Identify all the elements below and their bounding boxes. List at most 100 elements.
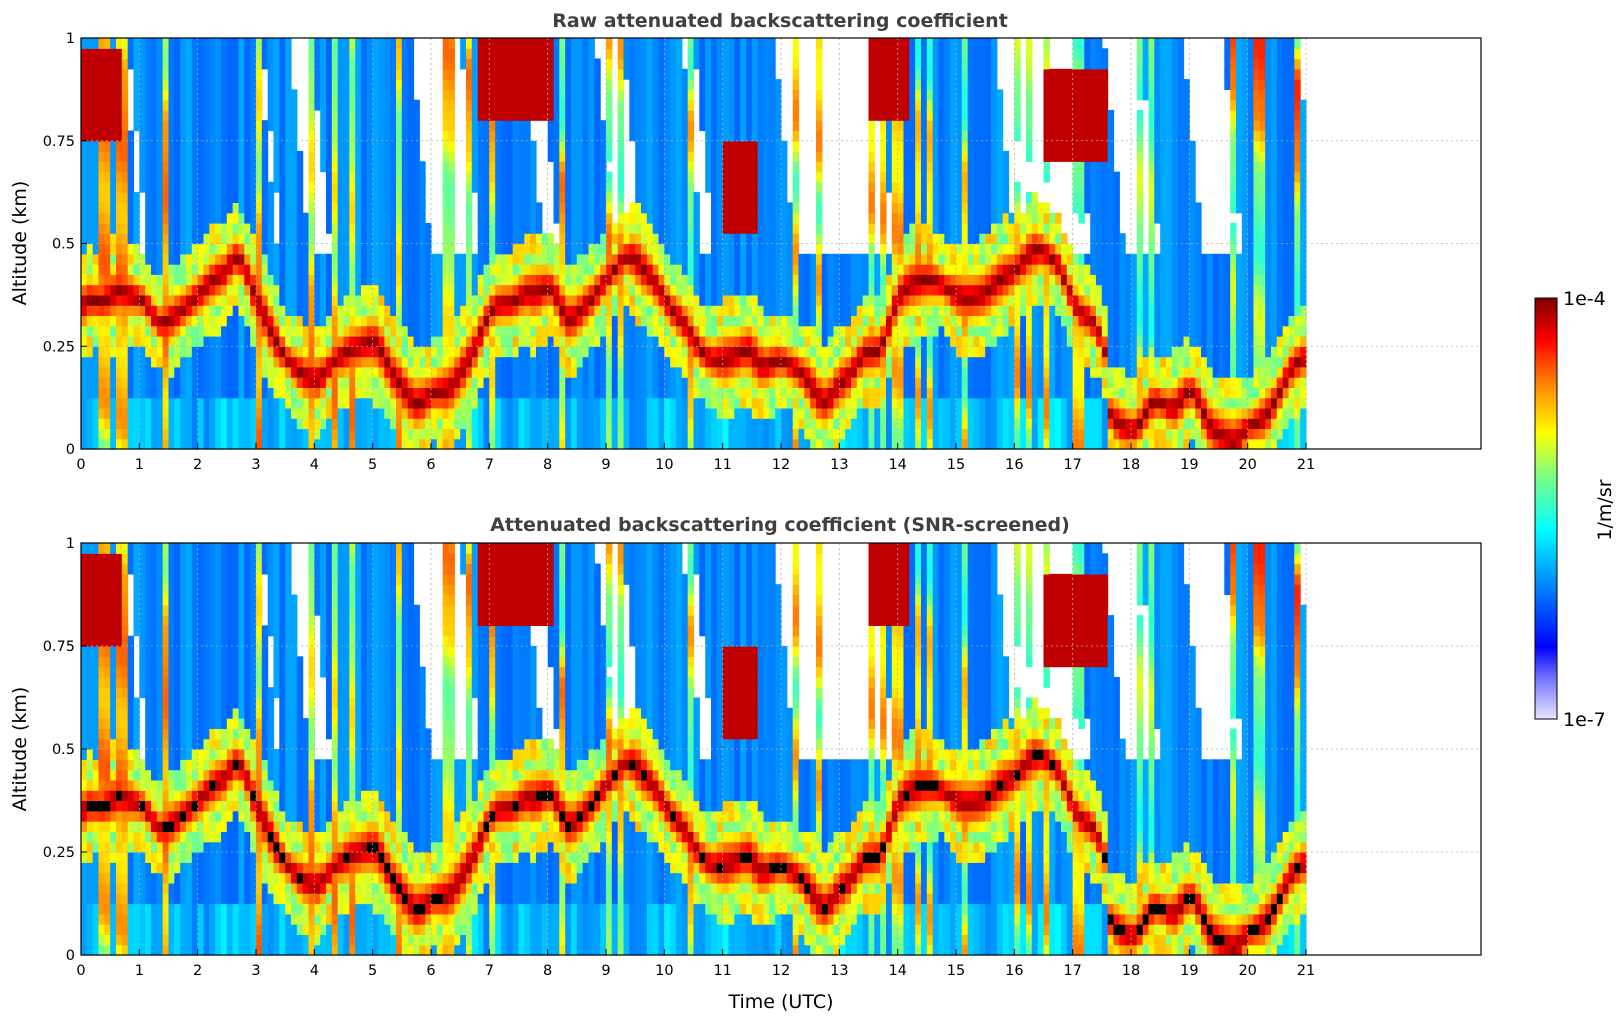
heatmap-cell [471, 161, 479, 173]
heatmap-cell [366, 294, 374, 306]
heatmap-cell [326, 212, 333, 224]
heatmap-cell [781, 161, 788, 173]
heatmap-cell [541, 253, 549, 265]
heatmap-cell [641, 418, 648, 430]
heatmap-cell [664, 233, 671, 245]
heatmap-cell [162, 438, 170, 450]
heatmap-cell [693, 243, 700, 255]
heatmap-cell [343, 109, 350, 121]
heatmap-cell [641, 284, 648, 296]
heatmap-cell [681, 171, 689, 183]
heatmap-cell [652, 79, 660, 90]
heatmap-cell [127, 346, 135, 358]
heatmap-cell [320, 161, 327, 173]
heatmap-cell [699, 58, 706, 70]
heatmap-cell [582, 99, 590, 111]
heatmap-cell [670, 99, 677, 111]
heatmap-cell [629, 274, 636, 286]
heatmap-cell [711, 99, 718, 111]
heatmap-cell [611, 284, 619, 296]
heatmap-cell [711, 192, 718, 203]
heatmap-cell [681, 366, 689, 378]
heatmap-cell [757, 212, 765, 224]
heatmap-cell [308, 192, 315, 203]
heatmap-cell [326, 68, 333, 80]
heatmap-cell [361, 315, 368, 327]
heatmap-cell [722, 171, 730, 183]
heatmap-cell [343, 68, 350, 80]
heatmap-cell [606, 284, 613, 296]
heatmap-cell [751, 212, 759, 224]
heatmap-cell [372, 68, 380, 80]
heatmap-cell [506, 192, 514, 203]
heatmap-cell [337, 274, 345, 286]
heatmap-cell [652, 294, 660, 306]
heatmap-cell [221, 315, 228, 327]
heatmap-cell [786, 325, 794, 337]
heatmap-cell [734, 356, 741, 368]
heatmap-cell [419, 325, 426, 337]
heatmap-cell [366, 397, 374, 409]
heatmap-cell [191, 130, 199, 142]
heatmap-cell [396, 202, 403, 214]
heatmap-cell [413, 140, 420, 152]
heatmap-cell [343, 89, 350, 101]
heatmap-cell [431, 377, 438, 388]
heatmap-cell [623, 387, 630, 399]
heatmap-cell [162, 48, 170, 60]
heatmap-cell [559, 222, 566, 234]
heatmap-cell [763, 243, 770, 255]
heatmap-cell [746, 99, 753, 111]
heatmap-cell [751, 120, 759, 132]
heatmap-cell [460, 48, 467, 60]
heatmap-cell [775, 151, 782, 162]
heatmap-cell [384, 99, 391, 111]
heatmap-cell [629, 438, 636, 450]
heatmap-cell [355, 397, 362, 409]
heatmap-cell [658, 202, 665, 214]
heatmap-cell [751, 284, 759, 296]
heatmap-cell [588, 438, 595, 450]
heatmap-cell [524, 428, 531, 440]
heatmap-cell [658, 109, 665, 121]
heatmap-cell [524, 397, 531, 409]
heatmap-cell [781, 336, 788, 347]
heatmap-cell [244, 140, 251, 152]
heatmap-cell [326, 284, 333, 296]
heatmap-cell [366, 233, 374, 245]
heatmap-cell [372, 243, 380, 255]
heatmap-cell [891, 99, 899, 111]
heatmap-cell [693, 325, 700, 337]
heatmap-cell [349, 151, 356, 162]
heatmap-cell [372, 151, 380, 162]
heatmap-cell [366, 99, 374, 111]
heatmap-cell [337, 438, 345, 450]
heatmap-cell [384, 151, 391, 162]
heatmap-cell [699, 325, 706, 337]
heatmap-cell [425, 428, 432, 440]
heatmap-cell [646, 356, 654, 368]
heatmap-cell [658, 192, 665, 203]
heatmap-cell [641, 397, 648, 409]
heatmap-cell [81, 325, 88, 337]
heatmap-cell [734, 253, 741, 265]
heatmap-cell [197, 377, 205, 388]
heatmap-cell [553, 325, 560, 337]
heatmap-cell [629, 377, 636, 388]
heatmap-cell [407, 438, 415, 450]
heatmap-cell [378, 305, 385, 316]
heatmap-cell [460, 346, 467, 358]
heatmap-cell [658, 336, 665, 347]
heatmap-cell [413, 294, 420, 306]
heatmap-cell [256, 366, 263, 378]
heatmap-cell [576, 315, 584, 327]
heatmap-cell [588, 192, 595, 203]
heatmap-cell [401, 253, 409, 265]
heatmap-cell [419, 294, 426, 306]
heatmap-cell [728, 315, 735, 327]
heatmap-cell [541, 428, 549, 440]
heatmap-cell [868, 294, 875, 306]
heatmap-cell [512, 336, 520, 347]
heatmap-cell [757, 79, 765, 90]
heatmap-cell [279, 68, 286, 80]
